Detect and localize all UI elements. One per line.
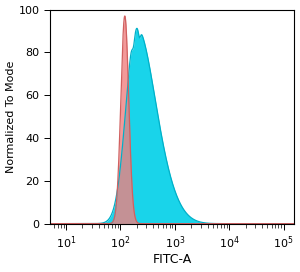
X-axis label: FITC-A: FITC-A bbox=[152, 254, 192, 267]
Y-axis label: Normalized To Mode: Normalized To Mode bbox=[6, 60, 16, 173]
